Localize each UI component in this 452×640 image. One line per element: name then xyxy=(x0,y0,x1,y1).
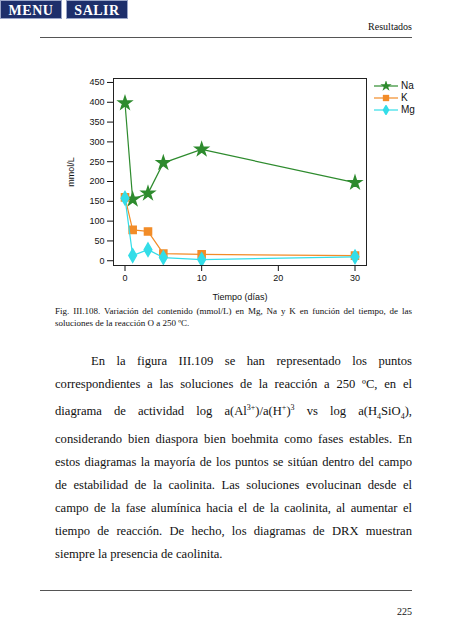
svg-text:250: 250 xyxy=(89,157,104,167)
svg-text:400: 400 xyxy=(89,97,104,107)
svg-text:Tiempo (días): Tiempo (días) xyxy=(212,292,267,302)
svg-text:100: 100 xyxy=(89,216,104,226)
html-text:Na: Na xyxy=(401,80,414,91)
svg-text:20: 20 xyxy=(273,273,283,283)
svg-text:0: 0 xyxy=(122,273,127,283)
svg-text:0: 0 xyxy=(99,256,104,266)
html-text:MENU: MENU xyxy=(8,3,54,18)
html-text:225: 225 xyxy=(397,606,412,617)
html-text:K: K xyxy=(401,92,408,103)
svg-text:450: 450 xyxy=(89,77,104,87)
svg-text:mmol/L: mmol/L xyxy=(66,157,76,187)
svg-text:150: 150 xyxy=(89,196,104,206)
svg-text:300: 300 xyxy=(89,137,104,147)
svg-text:50: 50 xyxy=(94,236,104,246)
svg-text:10: 10 xyxy=(197,273,207,283)
html-text:En la figura III.109 se han re: En la figura III.109 se han representado… xyxy=(55,354,412,561)
html-text:Mg: Mg xyxy=(401,104,415,115)
html-text:Fig. III.108. Variación del co: Fig. III.108. Variación del contenido (m… xyxy=(55,306,412,328)
svg-text:200: 200 xyxy=(89,176,104,186)
html-text:Resultados: Resultados xyxy=(368,21,412,32)
html-text:SALIR: SALIR xyxy=(74,3,120,18)
svg-text:30: 30 xyxy=(350,273,360,283)
svg-text:350: 350 xyxy=(89,117,104,127)
